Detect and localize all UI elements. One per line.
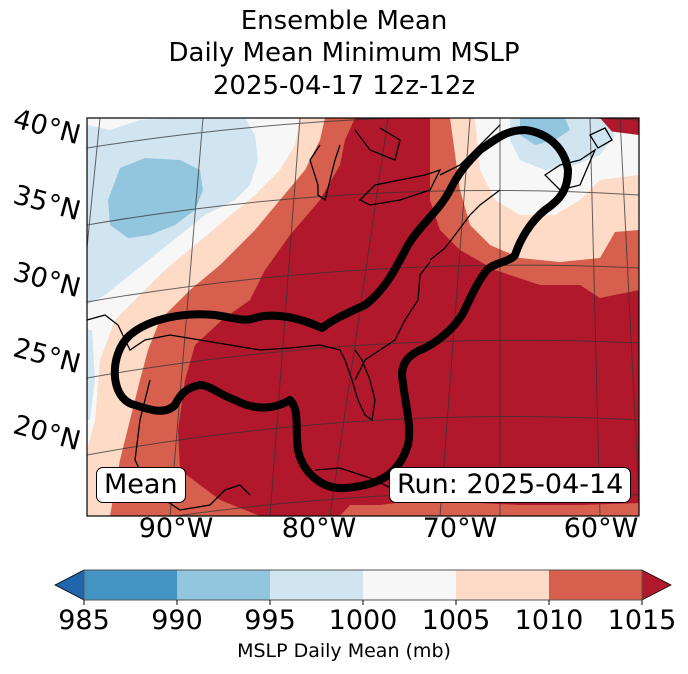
meridian-75W xyxy=(439,118,471,516)
colorbar-tick-label-1000: 1000 xyxy=(328,605,398,636)
coast-florida xyxy=(344,349,376,422)
colorbar-segment-1000-1005 xyxy=(363,570,457,600)
title-line-1: Ensemble Mean xyxy=(240,6,448,36)
coastlines xyxy=(87,124,613,511)
parallel-20N xyxy=(87,416,639,456)
run-date-box: Run: 2025-04-14 xyxy=(389,467,632,503)
parallel-25N xyxy=(87,339,639,379)
meridian-65W xyxy=(589,118,601,516)
colorbar-segment-995-1000 xyxy=(270,570,364,600)
colorbar-tick-label-1005: 1005 xyxy=(421,605,491,636)
colorbar-tick-label-990: 990 xyxy=(151,605,203,636)
field-990-995-ne xyxy=(520,118,570,145)
title-line-2: Daily Mean Minimum MSLP xyxy=(168,38,520,68)
lon-label-90w: 90°W xyxy=(138,513,214,544)
lon-label-70w: 70°W xyxy=(422,513,498,544)
colorbar-tick-label-1015: 1015 xyxy=(607,605,677,636)
colorbar-segment-990-995 xyxy=(177,570,271,600)
parallel-40N xyxy=(87,118,639,149)
colorbar-label: MSLP Daily Mean (mb) xyxy=(237,640,451,662)
colorbar-segment-1010-1015 xyxy=(549,570,643,600)
field-1010-1015-s xyxy=(340,500,639,516)
lon-label-60w: 60°W xyxy=(563,513,639,544)
pressure-field xyxy=(87,118,639,516)
contour-line xyxy=(110,126,572,493)
coast-great-lakes xyxy=(354,127,442,206)
meridian-95W xyxy=(87,118,101,253)
colorbar-tick-label-1010: 1010 xyxy=(514,605,584,636)
colorbar-tick-label-985: 985 xyxy=(58,605,110,636)
map-frame xyxy=(86,117,640,517)
coast-lake-michigan xyxy=(309,144,341,202)
parallel-30N xyxy=(87,264,639,303)
lon-label-80w: 80°W xyxy=(281,513,357,544)
meridian-60W xyxy=(619,118,639,507)
coast-mexico xyxy=(134,379,251,511)
colorbar-segment-1005-1010 xyxy=(456,570,550,600)
title-line-3: 2025-04-17 12z-12z xyxy=(212,71,476,101)
mean-label-box: Mean xyxy=(96,467,186,503)
field-995-1000-west xyxy=(87,330,95,420)
colorbar-extend-high xyxy=(641,569,672,601)
colorbar-extend-low xyxy=(54,569,85,601)
coast-gulf xyxy=(87,314,346,361)
colorbar-segment-985-990 xyxy=(84,570,178,600)
graticule xyxy=(87,118,639,516)
colorbar-tick-label-995: 995 xyxy=(244,605,296,636)
